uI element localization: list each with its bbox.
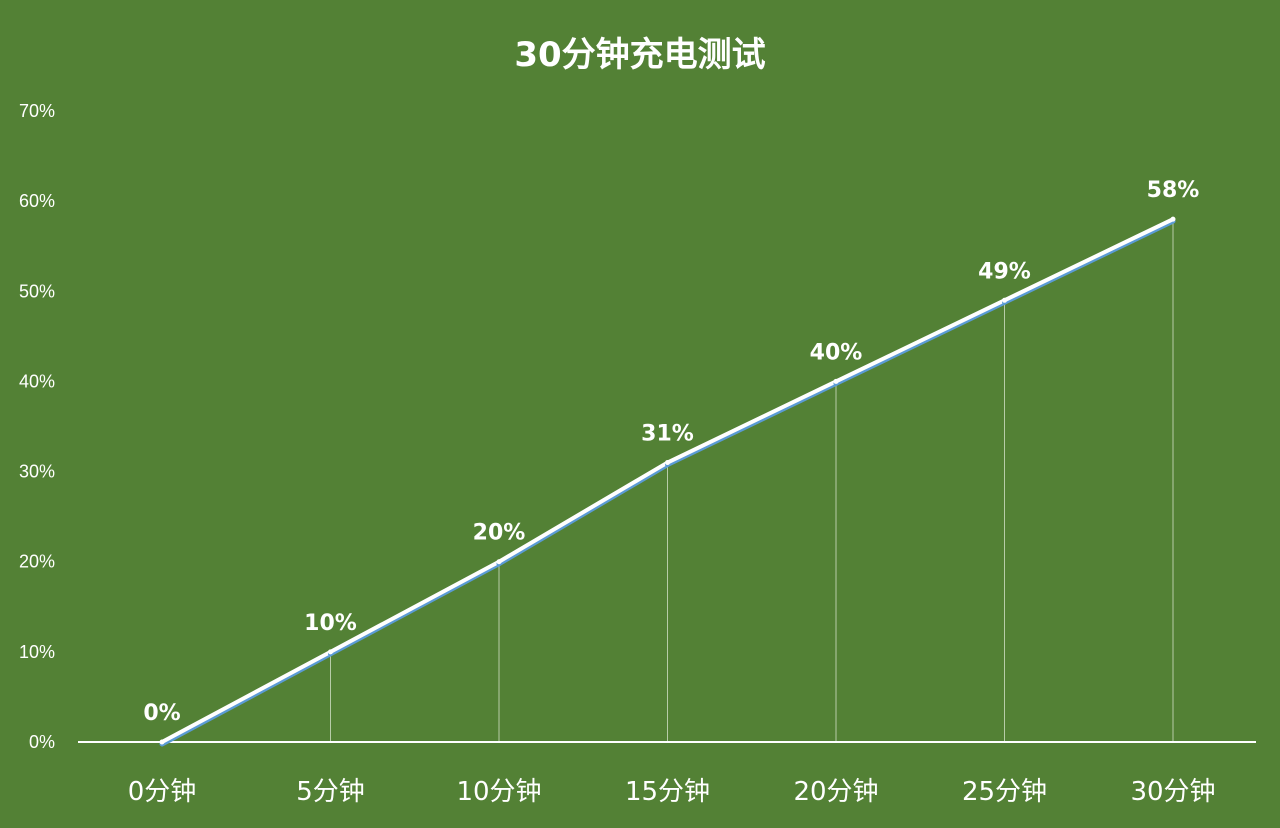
x-tick-label: 30分钟 [1130, 777, 1215, 807]
series-line-segment [328, 559, 501, 654]
data-point [328, 649, 333, 655]
data-point [159, 739, 165, 745]
y-tick-label: 70% [19, 101, 55, 121]
x-tick-label: 15分钟 [625, 777, 710, 807]
y-tick-label: 30% [19, 462, 55, 482]
data-label: 20% [473, 521, 526, 546]
data-point [1002, 297, 1007, 303]
y-tick-label: 40% [19, 371, 55, 391]
data-point [1170, 216, 1176, 222]
data-labels: 0% 10% 20% 31% 40% 49% 58% [143, 178, 1199, 726]
y-tick-label: 10% [19, 642, 55, 662]
data-point [496, 559, 502, 565]
data-label: 31% [641, 422, 694, 447]
data-label: 40% [810, 340, 863, 365]
y-axis-ticks: 0% 10% 20% 30% 40% 50% 60% 70% [19, 101, 55, 752]
y-tick-label: 0% [29, 732, 55, 752]
series-line-segment [1002, 217, 1175, 303]
x-tick-label: 5分钟 [296, 777, 365, 807]
data-label: 0% [143, 701, 180, 726]
series-lines [159, 216, 1176, 747]
x-axis-ticks: 0分钟 5分钟 10分钟 15分钟 20分钟 25分钟 30分钟 [128, 777, 1216, 807]
data-label: 58% [1147, 178, 1200, 203]
x-tick-label: 25分钟 [962, 777, 1047, 807]
series-line-segment [834, 298, 1007, 384]
series-line-segment [665, 379, 838, 465]
y-tick-label: 20% [19, 552, 55, 572]
series-line-segment [497, 460, 670, 564]
chart-title: 30分钟充电测试 [514, 35, 765, 75]
data-point [833, 378, 839, 384]
series-line-segment [160, 649, 333, 744]
x-tick-label: 20分钟 [793, 777, 878, 807]
y-tick-label: 50% [19, 281, 55, 301]
x-tick-label: 0分钟 [128, 777, 197, 807]
y-tick-label: 60% [19, 191, 55, 211]
data-label: 49% [978, 259, 1031, 284]
data-label: 10% [304, 611, 357, 636]
data-point [665, 460, 670, 466]
drop-lines [330, 219, 1174, 742]
x-tick-label: 10分钟 [456, 777, 541, 807]
